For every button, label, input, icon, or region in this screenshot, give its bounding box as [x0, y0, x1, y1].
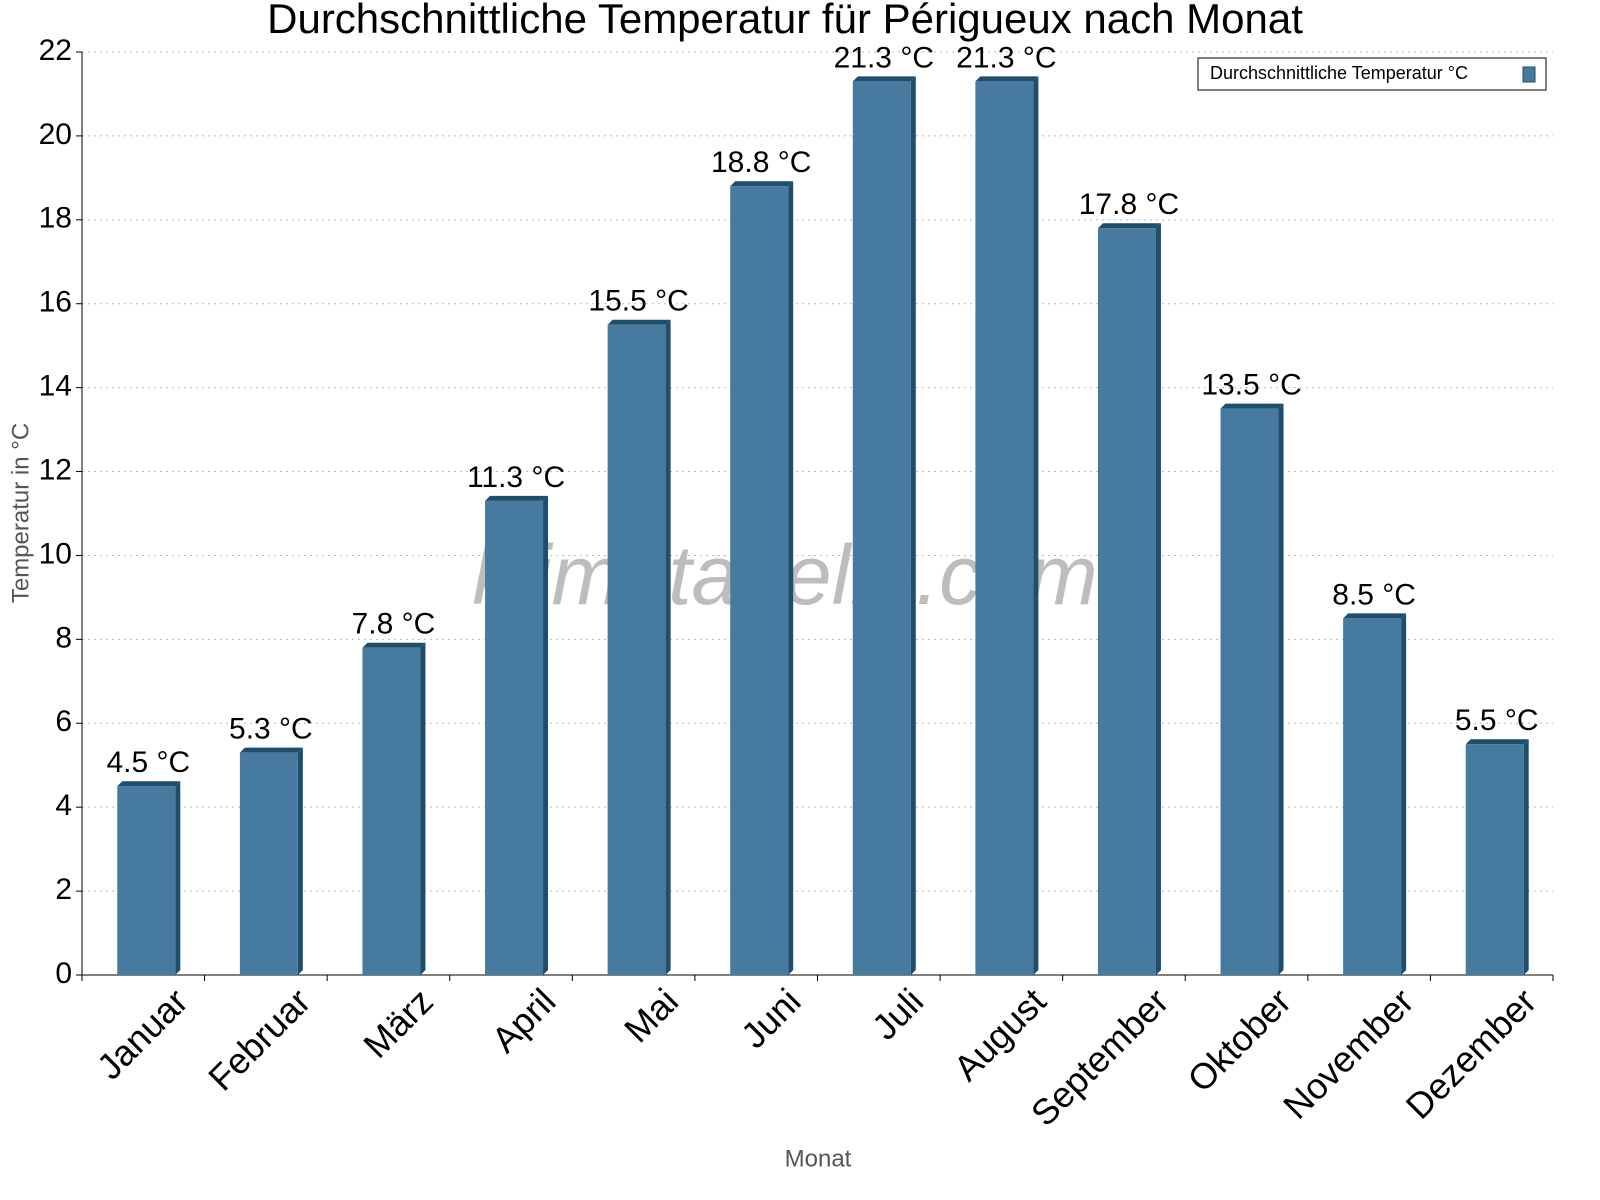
y-tick-label: 0	[55, 957, 72, 990]
bar-group	[730, 181, 794, 976]
legend-swatch	[1522, 66, 1536, 83]
x-tick-label: April	[484, 980, 564, 1060]
y-tick-label: 4	[55, 789, 72, 822]
x-tick-label: Januar	[89, 980, 196, 1087]
value-label: 18.8 °C	[711, 146, 811, 179]
bar-side	[788, 181, 794, 976]
bar	[730, 186, 789, 976]
bar-side	[1523, 739, 1529, 975]
bar	[117, 786, 176, 975]
y-tick-label: 6	[55, 705, 72, 738]
bar-top	[607, 319, 671, 325]
bar	[852, 81, 911, 976]
y-tick-label: 2	[55, 873, 72, 906]
bar-top	[1097, 223, 1161, 229]
bar-group	[1097, 223, 1161, 975]
value-label: 21.3 °C	[956, 41, 1056, 74]
bar-group	[1343, 613, 1407, 975]
y-tick-label: 12	[39, 453, 72, 486]
bar-group	[1465, 739, 1529, 975]
bar-side	[665, 319, 671, 975]
legend-box	[1197, 57, 1547, 91]
bar-group	[362, 642, 426, 975]
bar-top	[730, 181, 794, 187]
bar-side	[1278, 403, 1284, 975]
bar-top	[362, 642, 426, 648]
x-tick-label: Dezember	[1398, 980, 1544, 1126]
bar-top	[1343, 613, 1407, 619]
bar	[485, 500, 544, 975]
legend-label: Durchschnittliche Temperatur °C	[1210, 63, 1468, 83]
bar-side	[543, 495, 549, 975]
bar-top	[239, 747, 303, 753]
x-tick-label: Mai	[616, 980, 686, 1050]
bar-group	[607, 319, 671, 975]
bar-group	[1220, 403, 1284, 975]
x-tick-label: November	[1275, 980, 1421, 1126]
x-tick-label: März	[355, 980, 441, 1066]
bar-side	[1033, 76, 1039, 976]
x-axis-title: Monat	[785, 1145, 852, 1172]
chart-title: Durchschnittliche Temperatur für Périgue…	[267, 0, 1303, 42]
value-label: 5.5 °C	[1455, 704, 1539, 737]
bar-group	[485, 495, 549, 975]
value-label: 11.3 °C	[467, 461, 565, 494]
value-label: 13.5 °C	[1201, 369, 1301, 402]
bar-top	[485, 495, 549, 501]
x-tick-label: Oktober	[1179, 980, 1299, 1100]
y-axis-title: Temperatur in °C	[7, 423, 34, 603]
bar-group	[239, 747, 303, 975]
y-tick-label: 8	[55, 621, 72, 654]
value-label: 17.8 °C	[1079, 188, 1179, 221]
bar-side	[910, 76, 916, 976]
bar	[607, 324, 666, 975]
bar-side	[1155, 223, 1161, 975]
y-tick-label: 16	[39, 286, 72, 319]
x-tick-label: Februar	[200, 980, 318, 1098]
y-tick-label: 10	[39, 537, 72, 570]
value-label: 15.5 °C	[588, 285, 688, 318]
y-tick-label: 22	[39, 34, 72, 67]
x-tick-label: Juli	[864, 980, 931, 1047]
bar-top	[117, 781, 181, 787]
value-label: 4.5 °C	[106, 746, 190, 779]
bar	[1465, 744, 1524, 975]
bar-top	[1220, 403, 1284, 409]
x-tick-label: Juni	[733, 980, 809, 1056]
bar	[1097, 228, 1156, 975]
bar-side	[1401, 613, 1407, 975]
bar-top	[975, 76, 1039, 82]
bar-group	[852, 76, 916, 976]
bar-side	[297, 747, 303, 975]
y-tick-label: 14	[39, 370, 72, 403]
value-label: 5.3 °C	[229, 713, 313, 746]
bar-group	[975, 76, 1039, 976]
bar	[239, 752, 298, 975]
bar-top	[1465, 739, 1529, 745]
value-label: 21.3 °C	[834, 41, 934, 74]
bar	[975, 81, 1034, 976]
bar	[362, 647, 421, 975]
bar-group	[117, 781, 181, 975]
bar	[1343, 618, 1402, 975]
bar-side	[420, 642, 426, 975]
value-label: 7.8 °C	[352, 608, 436, 641]
y-tick-label: 20	[39, 118, 72, 151]
bar-top	[852, 76, 916, 82]
y-tick-label: 18	[39, 202, 72, 235]
bar	[1220, 408, 1279, 975]
bar-side	[175, 781, 181, 975]
value-label: 8.5 °C	[1332, 578, 1416, 611]
x-tick-label: August	[946, 980, 1054, 1088]
